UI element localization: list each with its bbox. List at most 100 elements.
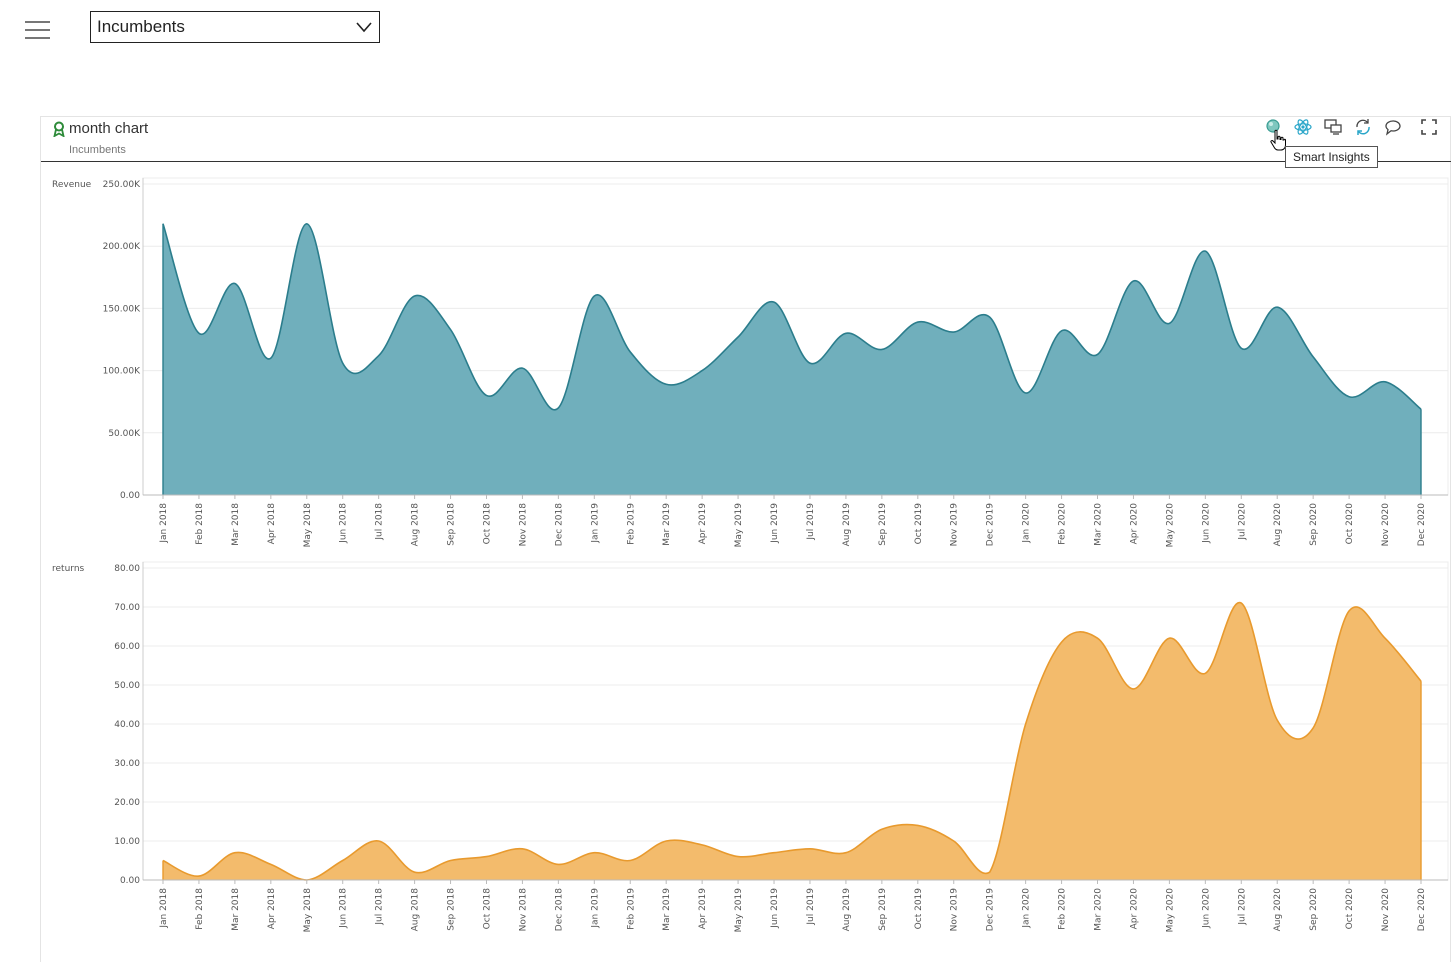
data-point[interactable] [1059,640,1064,645]
data-point[interactable] [196,331,201,336]
dropdown-selected-value: Incumbents [97,17,185,36]
atom-icon [1294,119,1312,135]
hamburger-menu-icon[interactable] [25,20,50,40]
data-point[interactable] [1275,305,1280,310]
data-point[interactable] [304,221,309,226]
data-point[interactable] [1023,390,1028,395]
data-point[interactable] [843,850,848,855]
data-point[interactable] [1167,321,1172,326]
data-point[interactable] [520,366,525,371]
data-point[interactable] [376,839,381,844]
data-point[interactable] [340,858,345,863]
data-point[interactable] [1239,346,1244,351]
data-point[interactable] [1131,686,1136,691]
x-tick-label: Dec 2018 [554,888,564,931]
data-point[interactable] [772,300,777,305]
data-point[interactable] [556,405,561,410]
data-point[interactable] [161,221,166,226]
data-point[interactable] [915,320,920,325]
data-point[interactable] [700,368,705,373]
data-point[interactable] [1311,725,1316,730]
data-point[interactable] [520,846,525,851]
screen-icon [1324,119,1342,135]
x-tick-label: Feb 2018 [195,503,205,545]
fullscreen-button[interactable] [1419,117,1439,137]
data-point[interactable] [664,382,669,387]
x-tick-label: May 2020 [1165,503,1175,548]
data-point[interactable] [1419,407,1424,412]
data-point[interactable] [376,353,381,358]
data-point[interactable] [736,854,741,859]
y-tick-label: 50.00 [114,681,140,691]
data-point[interactable] [1275,718,1280,723]
comments-button[interactable] [1383,117,1403,137]
x-tick-label: Nov 2018 [518,503,528,547]
data-point[interactable] [556,862,561,867]
x-tick-label: Sep 2020 [1309,888,1319,931]
data-point[interactable] [843,331,848,336]
data-point[interactable] [412,293,417,298]
dataset-dropdown[interactable]: Incumbents [90,11,380,43]
data-point[interactable] [1131,279,1136,284]
data-point[interactable] [700,842,705,847]
analytics-button[interactable] [1293,117,1313,137]
data-point[interactable] [772,850,777,855]
x-tick-label: Jan 2018 [159,503,169,544]
data-point[interactable] [879,827,884,832]
data-point[interactable] [448,327,453,332]
data-point[interactable] [1311,354,1316,359]
data-point[interactable] [592,293,597,298]
data-point[interactable] [1383,636,1388,641]
smart-insights-button[interactable] [1263,117,1283,137]
y-tick-label: 80.00 [114,564,140,574]
data-point[interactable] [951,330,956,335]
data-point[interactable] [232,281,237,286]
data-point[interactable] [628,349,633,354]
x-tick-label: Nov 2020 [1381,888,1391,932]
data-point[interactable] [1383,379,1388,384]
x-tick-label: Aug 2018 [411,888,421,932]
data-point[interactable] [736,335,741,340]
data-point[interactable] [1059,328,1064,333]
data-point[interactable] [592,850,597,855]
data-point[interactable] [664,839,669,844]
data-point[interactable] [340,361,345,366]
data-point[interactable] [1023,722,1028,727]
x-tick-label: Jun 2020 [1201,888,1211,929]
x-tick-label: Jul 2020 [1237,888,1247,926]
x-tick-label: Feb 2019 [626,503,636,545]
data-point[interactable] [987,870,992,875]
data-point[interactable] [879,347,884,352]
x-tick-label: Sep 2019 [878,888,888,931]
sync-button[interactable] [1353,117,1373,137]
data-point[interactable] [268,356,273,361]
data-point[interactable] [232,850,237,855]
data-point[interactable] [1167,636,1172,641]
data-point[interactable] [1095,352,1100,357]
data-point[interactable] [1095,636,1100,641]
data-point[interactable] [1347,608,1352,613]
present-button[interactable] [1323,117,1343,137]
data-point[interactable] [1419,679,1424,684]
data-point[interactable] [448,858,453,863]
data-point[interactable] [1203,671,1208,676]
data-point[interactable] [807,361,812,366]
data-point[interactable] [196,874,201,879]
data-point[interactable] [412,870,417,875]
data-point[interactable] [628,858,633,863]
data-point[interactable] [987,315,992,320]
x-tick-label: Jul 2018 [375,503,385,541]
data-point[interactable] [951,839,956,844]
data-point[interactable] [915,823,920,828]
x-tick-label: Feb 2018 [195,888,205,930]
data-point[interactable] [161,858,166,863]
data-point[interactable] [484,393,489,398]
data-point[interactable] [268,862,273,867]
data-point[interactable] [807,846,812,851]
data-point[interactable] [1347,394,1352,399]
data-point[interactable] [484,854,489,859]
data-point[interactable] [1239,601,1244,606]
x-tick-label: Aug 2019 [842,888,852,932]
data-point[interactable] [1203,249,1208,254]
x-tick-label: Jan 2019 [590,888,600,929]
